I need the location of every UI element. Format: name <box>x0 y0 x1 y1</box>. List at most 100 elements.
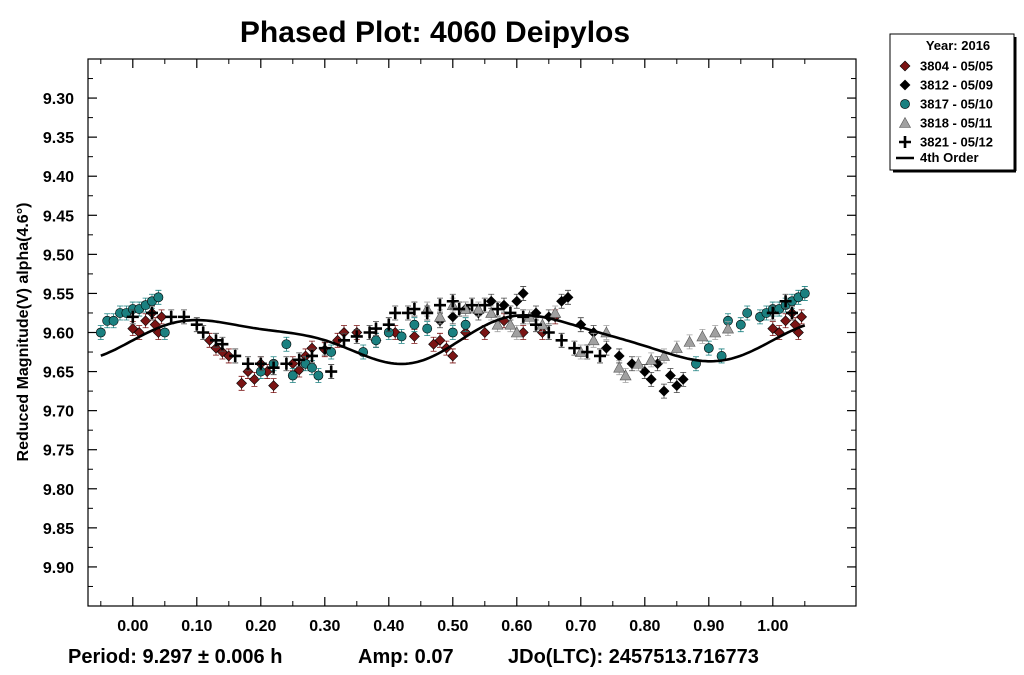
data-point <box>786 306 798 319</box>
data-point <box>408 330 420 342</box>
x-tick-label: 0.10 <box>181 618 212 635</box>
data-point <box>325 365 338 378</box>
legend-marker <box>899 79 911 91</box>
data-point <box>510 326 523 338</box>
y-tick-label: 9.60 <box>43 326 74 343</box>
legend-marker <box>900 99 910 109</box>
data-point <box>159 327 170 338</box>
data-point <box>216 338 229 351</box>
data-point <box>517 310 530 323</box>
series-3817 <box>95 286 810 383</box>
data-point <box>549 306 562 318</box>
legend-fit-label: 4th Order <box>920 150 979 165</box>
data-point <box>645 373 657 385</box>
legend-marker <box>898 116 912 128</box>
data-point <box>613 350 625 362</box>
y-tick-label: 9.70 <box>43 404 74 421</box>
x-tick-label: 0.90 <box>693 618 724 635</box>
chart-title: Phased Plot: 4060 Deipylos <box>240 16 630 49</box>
data-point <box>140 315 152 327</box>
legend-series-label: 3818 - 05/11 <box>920 116 992 131</box>
legend-items: 3804 - 05/05 3812 - 05/09 3817 - 05/10 3818… <box>898 59 993 150</box>
data-point <box>210 334 222 347</box>
data-point <box>307 362 317 373</box>
data-point <box>223 350 235 362</box>
data-series-layer <box>95 286 810 399</box>
data-point <box>447 327 458 338</box>
data-point <box>242 366 254 377</box>
data-point <box>165 310 178 323</box>
data-point <box>293 353 306 366</box>
data-point <box>453 303 466 316</box>
data-point <box>434 299 446 312</box>
data-point <box>632 357 645 369</box>
y-tick-label: 9.40 <box>43 169 74 186</box>
data-point <box>108 315 119 326</box>
legend-marker <box>899 136 911 148</box>
data-point <box>664 370 676 381</box>
data-point <box>536 327 548 338</box>
data-point <box>498 299 510 311</box>
data-point <box>517 288 529 299</box>
x-tick-label: 0.40 <box>373 618 404 635</box>
data-point <box>587 334 600 346</box>
data-point <box>306 349 318 362</box>
data-point <box>389 306 402 319</box>
data-point <box>594 349 606 362</box>
data-point <box>236 377 248 389</box>
x-axis-ticks: 0.00 0.10 0.20 0.30 0.40 0.50 0.60 0.70 0.80 0.90… <box>100 59 806 635</box>
y-tick-label: 9.65 <box>43 365 74 382</box>
data-point <box>229 349 242 362</box>
data-point <box>555 334 568 347</box>
data-point <box>613 361 626 373</box>
data-point <box>433 310 447 322</box>
data-point <box>318 342 331 355</box>
data-point <box>402 306 414 319</box>
data-point <box>281 339 292 350</box>
data-point <box>350 330 363 343</box>
data-point <box>460 319 471 330</box>
data-point <box>242 357 254 370</box>
data-point <box>677 373 689 385</box>
data-point <box>511 295 523 307</box>
data-point <box>267 361 280 374</box>
data-point <box>485 306 498 318</box>
y-tick-label: 9.35 <box>43 130 74 147</box>
data-point <box>709 326 722 338</box>
data-point <box>95 327 106 338</box>
data-point <box>696 330 709 342</box>
data-point <box>254 357 267 370</box>
footer-jdo: JDo(LTC): 2457513.716773 <box>508 646 759 668</box>
data-point <box>434 334 446 346</box>
x-tick-label: 0.00 <box>117 618 148 635</box>
data-point <box>422 323 433 334</box>
y-axis-ticks: 9.30 9.35 9.40 9.45 9.50 9.55 9.60 9.65 9.70 9.75… <box>43 78 856 587</box>
series-3821 <box>126 293 798 379</box>
data-point <box>326 347 337 357</box>
legend-box: Year: 2016 3804 - 05/05 3812 - 05/09 3817 … <box>889 33 1017 173</box>
data-point <box>126 310 139 323</box>
data-point <box>204 334 216 346</box>
series-3818 <box>421 297 735 383</box>
y-tick-label: 9.50 <box>43 247 74 264</box>
data-point <box>796 311 808 323</box>
legend-series-label: 3817 - 05/10 <box>920 97 993 112</box>
legend-frame <box>889 33 1015 171</box>
x-tick-label: 0.50 <box>437 618 468 635</box>
data-point <box>683 335 696 347</box>
x-tick-label: 0.70 <box>565 618 596 635</box>
y-axis-label: Reduced Magnitude(V) alpha(4.6°) <box>15 203 32 462</box>
data-point <box>466 299 478 312</box>
legend-series-label: 3821 - 05/12 <box>920 135 993 150</box>
data-point <box>639 366 651 377</box>
data-point <box>645 353 658 365</box>
data-point <box>146 306 158 319</box>
data-point <box>568 342 581 355</box>
x-tick-label: 1.00 <box>757 618 788 635</box>
y-tick-label: 9.85 <box>43 521 74 538</box>
data-point <box>735 319 746 330</box>
data-point <box>671 380 683 392</box>
data-point <box>408 303 421 316</box>
data-point <box>338 334 350 347</box>
